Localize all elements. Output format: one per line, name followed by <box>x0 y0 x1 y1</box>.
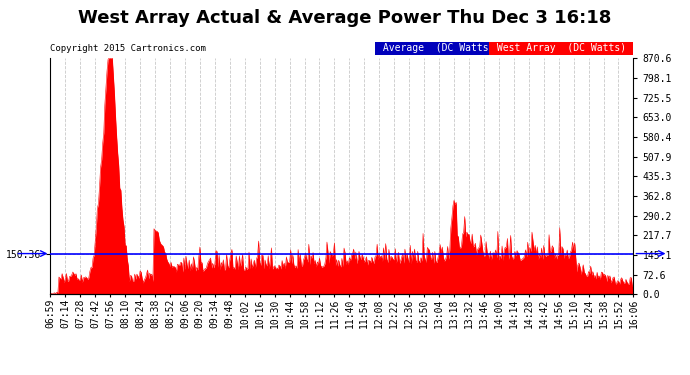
Text: West Array Actual & Average Power Thu Dec 3 16:18: West Array Actual & Average Power Thu De… <box>78 9 612 27</box>
Text: Copyright 2015 Cartronics.com: Copyright 2015 Cartronics.com <box>50 44 206 53</box>
Text: West Array  (DC Watts): West Array (DC Watts) <box>491 44 631 53</box>
Text: Average  (DC Watts): Average (DC Watts) <box>377 44 500 53</box>
